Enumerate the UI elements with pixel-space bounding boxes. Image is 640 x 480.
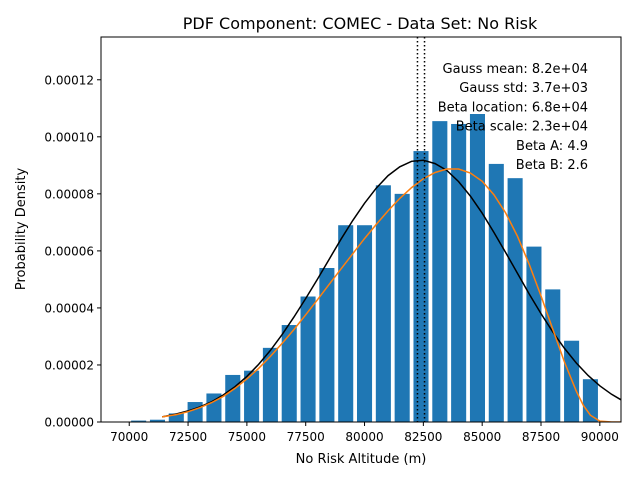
x-tick-label: 72500 bbox=[169, 430, 207, 444]
x-axis: 70000 72500 75000 77500 80000 82500 85000 87500… bbox=[110, 422, 619, 444]
histogram-bar bbox=[281, 325, 297, 422]
plot-frame bbox=[100, 36, 622, 423]
annotations-group: Gauss mean: 8.2e+04 Gauss std: 3.7e+03 Bet… bbox=[438, 62, 588, 173]
histogram-bar bbox=[582, 379, 598, 422]
histogram-bar bbox=[451, 123, 467, 422]
histogram-bar bbox=[149, 419, 165, 422]
y-tick-label: 0.00012 bbox=[44, 73, 94, 87]
histogram-bar bbox=[488, 163, 504, 422]
histogram-bar bbox=[319, 268, 335, 422]
fit-parameter-label: Beta B: 2.6 bbox=[516, 158, 588, 173]
histogram-bar bbox=[300, 296, 316, 422]
histogram-bar bbox=[375, 185, 391, 422]
histogram-bar bbox=[206, 393, 222, 422]
histogram-bar bbox=[187, 402, 203, 422]
histogram-bar bbox=[262, 347, 278, 422]
fit-parameter-label: Beta scale: 2.3e+04 bbox=[456, 120, 588, 135]
histogram-bar bbox=[168, 413, 184, 422]
x-axis-label: No Risk Altitude (m) bbox=[296, 452, 427, 467]
fit-parameter-label: Beta A: 4.9 bbox=[516, 139, 588, 154]
histogram-bar bbox=[225, 374, 241, 422]
x-tick-label: 90000 bbox=[581, 430, 619, 444]
y-tick-label: 0.00006 bbox=[44, 244, 94, 258]
y-tick-label: 0.00008 bbox=[44, 187, 94, 201]
y-tick-label: 0.00004 bbox=[44, 301, 94, 315]
histogram-bar bbox=[469, 114, 485, 422]
y-tick-label: 0.00000 bbox=[44, 416, 94, 430]
histogram-bar bbox=[131, 420, 147, 422]
y-tick-label: 0.00002 bbox=[44, 358, 94, 372]
y-axis: 0.00000 0.00002 0.00004 0.00006 0.00008 0.000… bbox=[44, 73, 101, 430]
x-tick-label: 70000 bbox=[110, 430, 148, 444]
x-tick-label: 77500 bbox=[287, 430, 325, 444]
x-tick-label: 80000 bbox=[345, 430, 383, 444]
curves-group bbox=[162, 159, 621, 422]
x-tick-label: 85000 bbox=[463, 430, 501, 444]
fit-parameter-label: Beta location: 6.8e+04 bbox=[438, 100, 588, 115]
histogram-bar bbox=[338, 225, 354, 422]
histogram-bar bbox=[394, 193, 410, 422]
chart-title: PDF Component: COMEC - Data Set: No Risk bbox=[183, 14, 538, 33]
histogram-bar bbox=[357, 225, 373, 422]
vlines-group bbox=[416, 37, 426, 422]
histogram-bar bbox=[413, 151, 429, 422]
bars-group bbox=[131, 114, 598, 422]
gauss-curve bbox=[162, 159, 621, 418]
x-tick-label: 87500 bbox=[522, 430, 560, 444]
histogram-bar bbox=[432, 121, 448, 422]
histogram-bar bbox=[526, 246, 542, 422]
x-tick-label: 82500 bbox=[404, 430, 442, 444]
x-tick-label: 75000 bbox=[228, 430, 266, 444]
histogram-bar bbox=[545, 289, 561, 422]
histogram-bar bbox=[507, 178, 523, 422]
histogram-bar bbox=[244, 370, 260, 422]
fit-parameter-label: Gauss std: 3.7e+03 bbox=[459, 81, 588, 96]
y-tick-label: 0.00010 bbox=[44, 130, 94, 144]
y-axis-label: Probability Density bbox=[14, 168, 29, 291]
beta-curve bbox=[162, 168, 621, 422]
fit-parameter-label: Gauss mean: 8.2e+04 bbox=[443, 62, 588, 77]
